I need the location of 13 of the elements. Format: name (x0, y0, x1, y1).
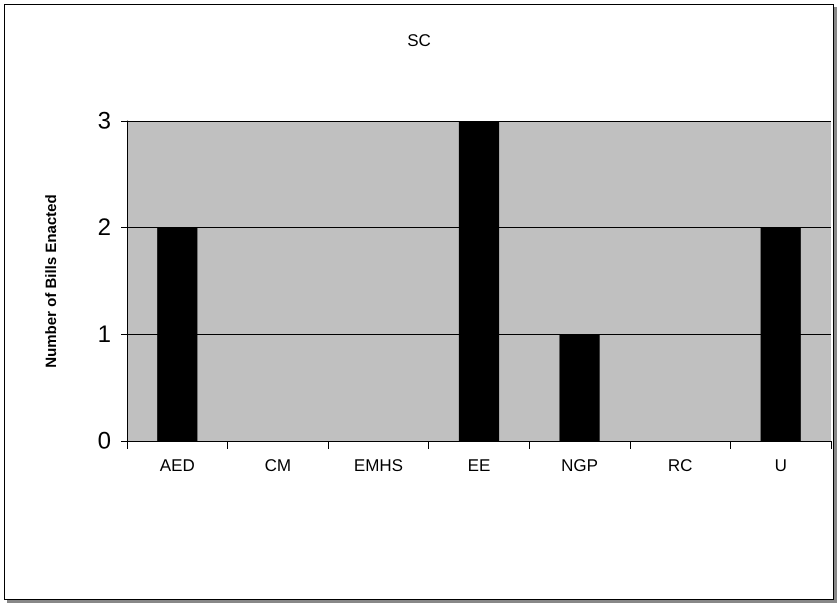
x-tick-label: NGP (561, 456, 598, 475)
y-tick-label: 3 (98, 108, 111, 134)
y-axis-title: Number of Bills Enacted (43, 194, 60, 368)
x-tick-label: CM (264, 456, 292, 475)
x-tick-label: AED (160, 456, 195, 475)
chart-title: SC (407, 31, 431, 50)
y-tick-label: 0 (98, 428, 111, 454)
x-tick-label: RC (668, 456, 692, 475)
x-tick-label: U (774, 456, 787, 475)
x-tick-label: EMHS (354, 456, 403, 475)
y-tick-label: 2 (98, 214, 111, 242)
x-tick-label: EE (468, 456, 490, 475)
y-tick-label: 1 (98, 320, 111, 348)
